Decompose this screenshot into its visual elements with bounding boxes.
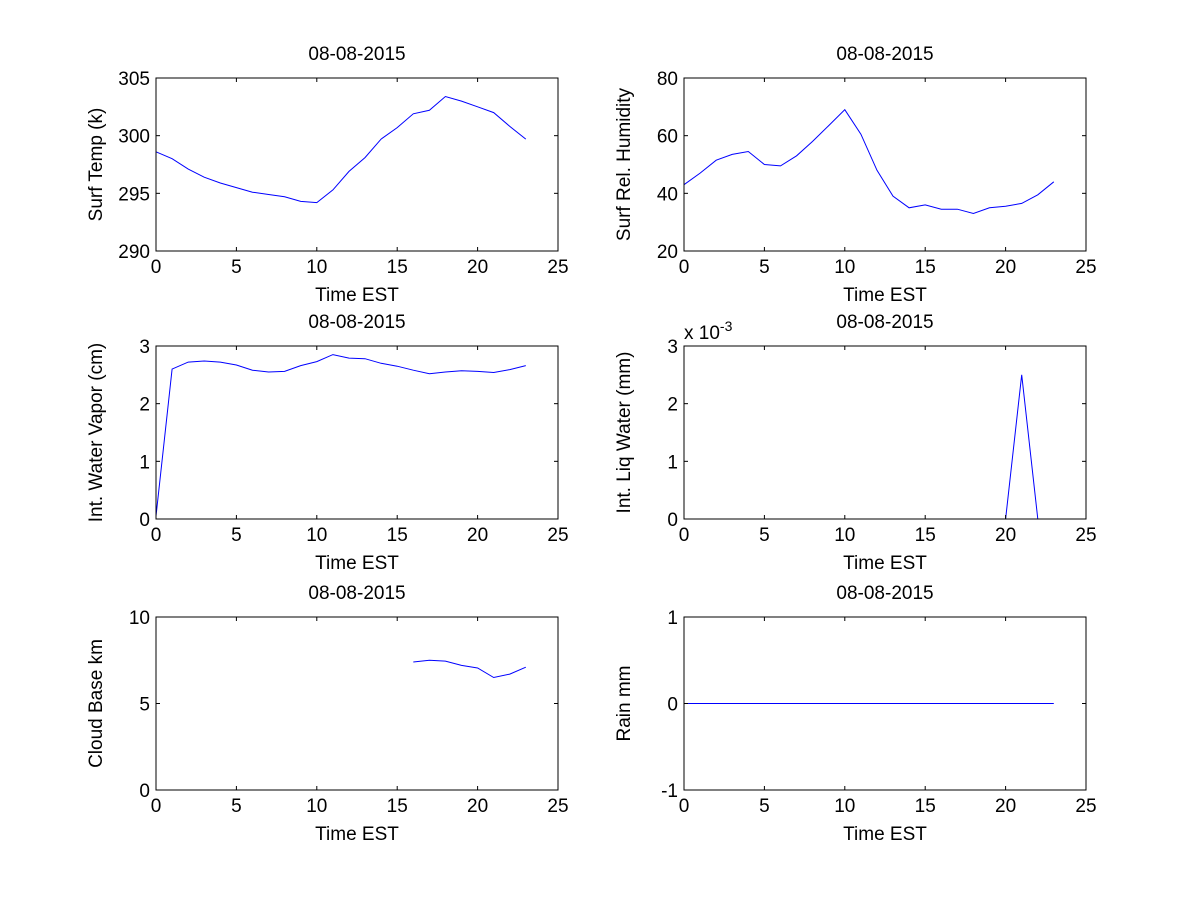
x-tick-label: 0: [151, 257, 162, 278]
x-tick-label: 15: [915, 525, 936, 546]
chart-title: 08-08-2015: [836, 44, 933, 65]
x-axis-label: Time EST: [843, 553, 927, 574]
x-axis-label: Time EST: [843, 285, 927, 306]
x-axis-label: Time EST: [315, 285, 399, 306]
y-tick-label: -1: [661, 781, 678, 802]
series-line: [155, 95, 527, 204]
x-tick-label: 5: [231, 257, 242, 278]
y-axis-label: Surf Rel. Humidity: [614, 87, 635, 241]
x-axis-label: Time EST: [843, 824, 927, 845]
x-tick-label: 25: [1075, 796, 1096, 817]
y-tick-label: 0: [667, 695, 678, 716]
x-tick-label: 5: [231, 796, 242, 817]
axes-box: [683, 345, 1087, 520]
axes-box: [155, 345, 559, 520]
subplot-1: 0 5 10 15 20 25 290 295 300 305 08-08-2015 Time EST…: [86, 44, 569, 306]
x-tick-label: 5: [759, 257, 770, 278]
axes-box: [155, 77, 559, 252]
x-tick-label: 15: [915, 796, 936, 817]
y-tick-label: 5: [139, 695, 150, 716]
y-axis-label: Int. Water Vapor (cm): [86, 343, 107, 522]
y-tick-label: 60: [657, 127, 678, 148]
chart-title: 08-08-2015: [308, 44, 405, 65]
series-line: [413, 659, 526, 679]
x-tick-label: 10: [834, 525, 855, 546]
x-tick-label: 15: [387, 257, 408, 278]
y-tick-label: 0: [667, 510, 678, 531]
y-tick-label: 0: [139, 510, 150, 531]
y-tick-label: 10: [129, 608, 150, 629]
x-tick-label: 20: [995, 525, 1016, 546]
axes-box: [683, 77, 1087, 252]
y-tick-label: 290: [118, 242, 150, 263]
y-tick-label: 20: [657, 242, 678, 263]
x-tick-label: 5: [759, 796, 770, 817]
series-line: [683, 108, 1055, 215]
x-tick-label: 20: [467, 525, 488, 546]
x-axis-label: Time EST: [315, 824, 399, 845]
x-tick-label: 10: [306, 257, 327, 278]
y-tick-label: 2: [667, 395, 678, 416]
y-tick-label: 3: [667, 337, 678, 358]
y-tick-label: 1: [139, 452, 150, 473]
chart-title: 08-08-2015: [836, 312, 933, 333]
x-tick-label: 15: [915, 257, 936, 278]
y-exponent-label: x 10-3: [684, 318, 733, 344]
y-tick-label: 3: [139, 337, 150, 358]
y-tick-label: 300: [118, 127, 150, 148]
y-tick-label: 305: [118, 69, 150, 90]
x-tick-label: 25: [547, 796, 568, 817]
x-tick-label: 10: [306, 525, 327, 546]
chart-title: 08-08-2015: [308, 583, 405, 604]
x-tick-label: 10: [834, 257, 855, 278]
chart-title: 08-08-2015: [308, 312, 405, 333]
y-tick-label: 0: [139, 781, 150, 802]
x-tick-label: 20: [467, 796, 488, 817]
axes-box: [155, 616, 559, 791]
y-tick-label: 40: [657, 184, 678, 205]
x-tick-label: 25: [1075, 525, 1096, 546]
x-tick-label: 0: [151, 525, 162, 546]
y-axis-label: Int. Liq Water (mm): [614, 352, 635, 514]
x-tick-label: 25: [1075, 257, 1096, 278]
subplot-4: 0 5 10 15 20 25 0 1 2 3 08-08-2015 Time EST Int. Liq…: [614, 312, 1097, 574]
x-tick-label: 15: [387, 796, 408, 817]
x-tick-label: 5: [759, 525, 770, 546]
x-tick-label: 0: [679, 796, 690, 817]
x-tick-label: 25: [547, 525, 568, 546]
y-axis-label: Cloud Base km: [86, 639, 107, 768]
series-line: [684, 374, 1054, 520]
x-tick-label: 20: [467, 257, 488, 278]
x-axis-label: Time EST: [315, 553, 399, 574]
x-tick-label: 20: [995, 796, 1016, 817]
x-tick-label: 10: [834, 796, 855, 817]
x-tick-label: 5: [231, 525, 242, 546]
y-tick-label: 1: [667, 452, 678, 473]
y-axis-label: Rain mm: [614, 665, 635, 741]
y-tick-label: 1: [667, 608, 678, 629]
series-line: [155, 354, 526, 517]
y-tick-label: 80: [657, 69, 678, 90]
x-tick-label: 20: [995, 257, 1016, 278]
subplot-3: 0 5 10 15 20 25 0 1 2 3 08-08-2015 Time EST Int. Wat…: [86, 312, 569, 574]
x-tick-label: 0: [151, 796, 162, 817]
y-tick-label: 295: [118, 184, 150, 205]
y-axis-label: Surf Temp (k): [86, 108, 107, 222]
x-tick-label: 15: [387, 525, 408, 546]
x-tick-label: 10: [306, 796, 327, 817]
chart-title: 08-08-2015: [836, 583, 933, 604]
subplot-2: 0 5 10 15 20 25 20 40 60 80 08-08-2015 Time EST Surf…: [614, 44, 1097, 306]
subplot-5: 0 5 10 15 20 25 0 5 10 08-08-2015 Time EST Cloud Ba…: [86, 583, 569, 845]
x-tick-label: 0: [679, 525, 690, 546]
x-tick-label: 25: [547, 257, 568, 278]
x-tick-label: 0: [679, 257, 690, 278]
y-tick-label: 2: [139, 395, 150, 416]
